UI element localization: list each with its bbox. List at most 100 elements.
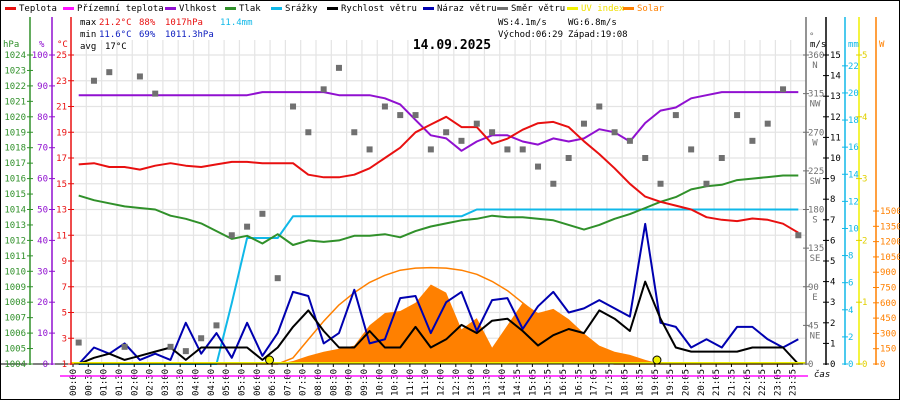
direction-compass-label: W	[812, 138, 818, 148]
pressure-tick-label: 1006	[4, 329, 26, 339]
wind-direction-point	[489, 129, 496, 136]
legend-item: Přízemní teplota	[63, 4, 164, 14]
wind-direction-point	[565, 155, 572, 161]
stats-min-hum: 69%	[139, 30, 156, 40]
uv-tick-label: 1	[862, 298, 867, 308]
legend-swatch	[423, 7, 434, 10]
rain-tick-label: 0	[848, 360, 853, 370]
uv-tick-label: 2	[862, 236, 867, 246]
x-tick-label: 09:30	[360, 369, 370, 396]
wind-direction-point	[473, 120, 480, 127]
pressure-tick-label: 1016	[4, 175, 26, 185]
legend-label: Tlak	[239, 4, 261, 14]
legend-item: Tlak	[225, 4, 261, 14]
pressure-tick-label: 1013	[4, 221, 26, 231]
rain-tick-label: 20	[848, 89, 859, 99]
pressure-tick-label: 1021	[4, 97, 26, 107]
x-tick-label: 04:30	[207, 369, 217, 396]
wind-direction-point	[397, 112, 404, 119]
stats-sunrise: Východ:06:29	[498, 30, 563, 40]
wind-direction-point	[259, 210, 266, 217]
legend-label: Náraz větru	[437, 4, 497, 14]
direction-unit: °	[809, 32, 814, 42]
rain-unit: mm	[848, 40, 859, 50]
solar-tick-label: 1200	[880, 238, 900, 248]
wind-direction-point	[213, 322, 220, 329]
humidity-tick-label: 20	[37, 298, 48, 308]
direction-compass-label: SE	[810, 254, 821, 264]
humidity-tick-label: 0	[43, 360, 48, 370]
direction-compass-label: E	[812, 293, 817, 303]
legend-label: Solar	[637, 4, 665, 14]
legend-item: Rychlost větru	[327, 4, 417, 14]
x-tick-label: 23:35	[789, 369, 799, 396]
legend-swatch	[327, 7, 338, 10]
stats-max-temp: 21.2°C	[99, 18, 132, 28]
humidity-tick-label: 30	[37, 267, 48, 277]
pressure-tick-label: 1008	[4, 298, 26, 308]
wind-tick-label: 10	[830, 154, 841, 164]
temperature-tick-label: 9	[62, 257, 67, 267]
wind-tick-label: 3	[830, 298, 835, 308]
temperature-tick-label: 15	[56, 180, 67, 190]
wind-tick-label: 4	[830, 278, 835, 288]
direction-tick-label: 360	[808, 51, 824, 61]
humidity-tick-label: 50	[37, 206, 48, 216]
solar-area	[71, 284, 806, 364]
solar-tick-label: 450	[880, 314, 896, 324]
wind-direction-point	[244, 223, 251, 230]
x-tick-label: 18:35	[636, 369, 646, 396]
wind-tick-label: 6	[830, 236, 835, 246]
wind-direction-point	[519, 146, 526, 153]
rain-tick-label: 4	[848, 306, 853, 316]
solar-tick-label: 300	[880, 329, 896, 339]
wind-tick-label: 8	[830, 195, 835, 205]
x-tick-label: 21:05	[712, 369, 722, 396]
wind-direction-point	[351, 129, 358, 136]
series-rychlost-v-tru	[78, 280, 800, 365]
x-tick-label: 00:30	[84, 369, 94, 396]
legend-swatch	[271, 7, 282, 10]
axes-layer: hPa% °C m/s mm W°102410231022102110201019101…	[0, 17, 900, 396]
x-tick-label: 17:05	[590, 369, 600, 396]
wind-direction-point	[657, 180, 664, 187]
pressure-tick-label: 1011	[4, 252, 26, 262]
stats-max-hum: 88%	[139, 18, 156, 28]
wind-direction-point	[198, 335, 205, 342]
x-tick-label: 11:30	[421, 369, 431, 396]
direction-compass-label: S	[812, 216, 817, 226]
humidity-tick-label: 10	[37, 329, 48, 339]
direction-tick-label: 45	[808, 321, 819, 331]
wind-direction-point	[764, 120, 771, 127]
x-tick-label: 13:30	[482, 369, 492, 396]
solar-unit: W	[879, 40, 885, 50]
humidity-tick-label: 60	[37, 175, 48, 185]
x-tick-label: 14:35	[513, 369, 523, 396]
x-tick-label: 19:05	[651, 369, 661, 396]
pressure-tick-label: 1018	[4, 144, 26, 154]
humidity-tick-label: 70	[37, 144, 48, 154]
wind-direction-point	[136, 73, 143, 80]
rain-tick-label: 14	[848, 170, 859, 180]
wind-direction-point	[443, 129, 450, 136]
wind-tick-label: 2	[830, 319, 835, 329]
legend-swatch	[5, 7, 16, 10]
direction-compass-label: NW	[810, 100, 821, 110]
sunset-marker	[652, 355, 662, 365]
legend-label: Vlhkost	[179, 4, 217, 14]
wind-direction-point	[734, 112, 741, 119]
wind-direction-point	[672, 112, 679, 119]
x-axis-label: čas	[814, 369, 830, 380]
legend-label: Srážky	[285, 4, 318, 14]
direction-compass-label: N	[812, 61, 817, 71]
chart-title: 14.09.2025	[413, 38, 491, 53]
wind-direction-point	[290, 103, 297, 110]
x-tick-label: 06:00	[253, 369, 263, 396]
x-tick-label: 07:30	[299, 369, 309, 396]
temperature-tick-label: 5	[62, 309, 67, 319]
humidity-tick-label: 80	[37, 113, 48, 123]
pressure-unit: hPa	[3, 40, 19, 50]
solar-tick-label: 600	[880, 299, 896, 309]
rain-tick-label: 8	[848, 252, 853, 262]
